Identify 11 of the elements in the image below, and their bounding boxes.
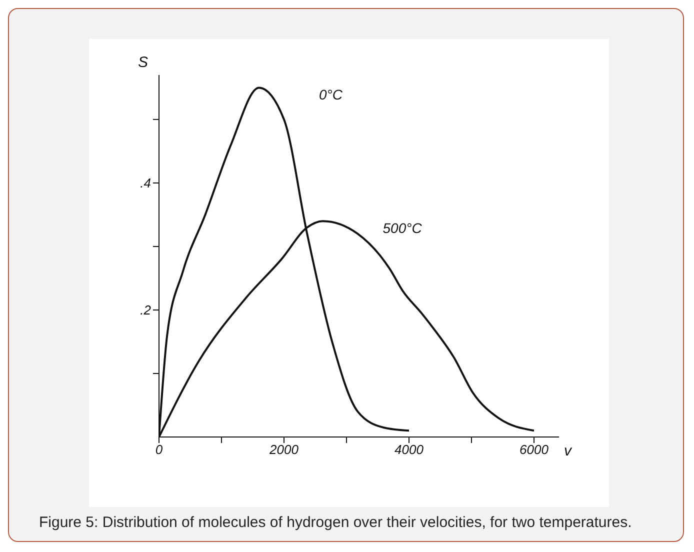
y-axis-title: S <box>138 54 148 71</box>
y-tick-label: .2 <box>140 302 152 318</box>
y-tick-label: .4 <box>140 176 151 191</box>
caption: Figure 5: Distribution of molecules of hydrogen over their velocities, for two temperatures. <box>39 514 633 531</box>
x-tick-label: 4000 <box>394 442 424 458</box>
text: 0°C <box>319 86 344 103</box>
series-label: 500°C <box>382 220 423 236</box>
x-axis-title: v <box>564 442 573 460</box>
x-tick-label: 0 <box>155 442 164 458</box>
x-tick-label: 2000 <box>268 442 300 458</box>
x-tick-label: 6000 <box>520 442 550 458</box>
